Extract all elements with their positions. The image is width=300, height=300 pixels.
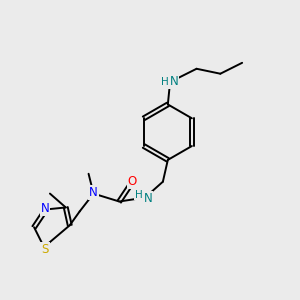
Text: O: O <box>128 175 137 188</box>
Text: N: N <box>89 186 98 199</box>
Text: H: H <box>161 76 169 87</box>
Text: N: N <box>40 202 50 215</box>
Text: N: N <box>144 192 152 205</box>
Text: N: N <box>169 75 178 88</box>
Text: S: S <box>41 243 49 256</box>
Text: H: H <box>135 190 143 200</box>
